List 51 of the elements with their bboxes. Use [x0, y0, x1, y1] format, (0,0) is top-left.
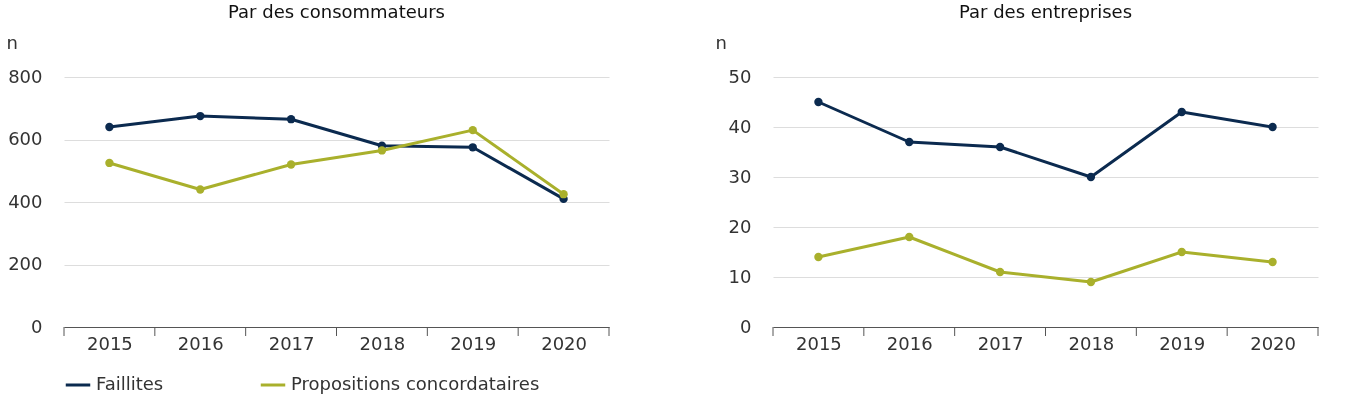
point	[196, 111, 205, 121]
x-tick-label: 2017	[977, 332, 1024, 354]
legend-label: Propositions concordataires	[291, 373, 540, 394]
x-tick-label: 2017	[268, 332, 315, 354]
chart-title: Par des consommateurs	[228, 1, 445, 22]
point	[1268, 257, 1277, 267]
y-tick-label: 40	[728, 115, 752, 137]
point	[286, 115, 296, 124]
y-tick-label: 0	[740, 315, 752, 337]
x-tick-label: 2015	[87, 332, 133, 354]
x-tick-label: 2019	[450, 332, 497, 354]
point	[377, 146, 387, 155]
y-tick-label: 800	[8, 65, 43, 87]
point	[286, 160, 296, 169]
point	[1086, 277, 1096, 287]
point	[905, 232, 914, 242]
y-tick-label: 600	[8, 128, 43, 149]
point	[1268, 122, 1277, 132]
point	[105, 158, 114, 168]
y-tick-label: 30	[728, 165, 752, 187]
chart-title: Par des entreprises	[958, 1, 1133, 22]
point	[196, 185, 205, 194]
x-tick-label: 2015	[796, 332, 842, 354]
legend-label: Faillites	[96, 373, 164, 394]
point	[105, 122, 114, 132]
x-tick-label: 2018	[359, 332, 406, 354]
x-tick-label: 2020	[541, 332, 587, 354]
point	[1086, 172, 1096, 182]
point	[995, 267, 1005, 277]
point	[905, 137, 914, 147]
point	[814, 97, 823, 107]
point	[814, 252, 823, 262]
y-tick-label: 50	[728, 65, 752, 87]
point	[468, 125, 477, 135]
point	[1177, 107, 1186, 117]
y-tick-label: 200	[8, 253, 43, 274]
point	[468, 143, 477, 152]
point	[995, 142, 1005, 152]
y-axis-title: n	[6, 31, 18, 53]
y-tick-label: 10	[728, 265, 752, 287]
y-tick-label: 20	[728, 215, 752, 237]
x-tick-label: 2018	[1068, 332, 1115, 354]
point	[559, 190, 568, 199]
x-tick-label: 2020	[1250, 332, 1296, 354]
y-axis-title: n	[715, 31, 727, 53]
point	[1177, 247, 1186, 257]
y-tick-label: 400	[8, 190, 43, 212]
y-tick-label: 0	[31, 315, 43, 337]
x-tick-label: 2016	[177, 332, 224, 354]
x-tick-label: 2016	[886, 332, 933, 354]
x-tick-label: 2019	[1159, 332, 1206, 354]
